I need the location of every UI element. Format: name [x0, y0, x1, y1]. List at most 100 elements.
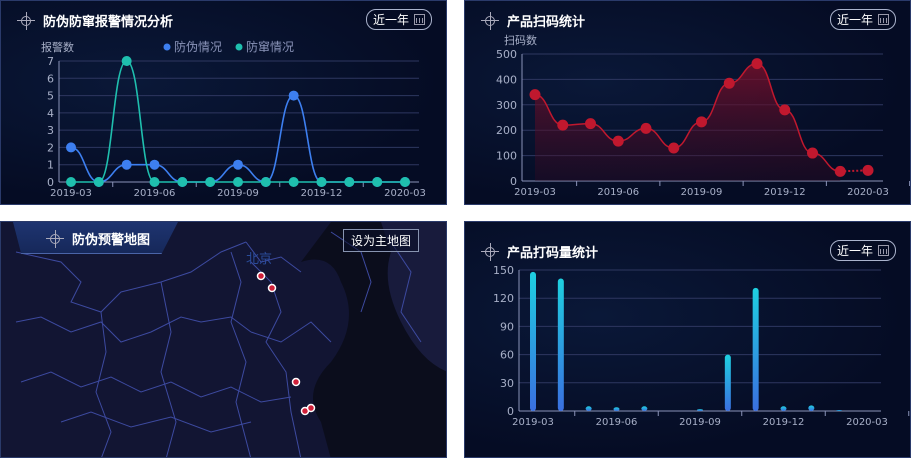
y-tick-label: 1 [47, 159, 54, 172]
data-point [612, 135, 624, 147]
scan-panel: 产品扫码统计 近一年 0 100 200 300 400 500 2019-03 2019-0… [464, 0, 911, 205]
city-label-beijing: 北京 [246, 252, 273, 267]
x-tick-label: 2020-03 [384, 188, 426, 199]
y-tick-label: 300 [496, 99, 517, 112]
data-point [233, 177, 243, 187]
data-point [149, 177, 160, 187]
x-tick-label: 2019-03 [512, 417, 554, 428]
y-tick-label: 30 [500, 377, 514, 390]
legend-marker [163, 43, 171, 51]
data-point [149, 159, 160, 170]
map-title-tab [13, 222, 178, 254]
alarm-marker [256, 271, 266, 281]
data-point [66, 142, 76, 153]
map-panel: 北京 防伪预警地图 设为主地图 [0, 221, 447, 458]
x-tick-label: 2019-09 [681, 187, 723, 198]
data-point [66, 177, 76, 187]
range-select[interactable]: 近一年 [365, 9, 432, 30]
y-tick-label: 6 [47, 72, 54, 85]
title-text: 产品扫码统计 [507, 15, 586, 30]
crosshair-icon [46, 229, 64, 248]
y-tick-label: 0 [47, 176, 54, 189]
data-point [668, 142, 680, 154]
crosshair-icon [481, 11, 499, 30]
data-point [529, 89, 541, 101]
crosshair-icon [481, 242, 499, 261]
y-axis-label: 报警数 [41, 40, 74, 54]
data-point [557, 119, 569, 131]
x-tick-label: 2019-12 [301, 188, 343, 199]
y-tick-label: 150 [493, 264, 514, 277]
data-point [121, 159, 132, 170]
bar [808, 405, 815, 411]
x-tick-label: 2020-03 [846, 417, 888, 428]
data-point [400, 177, 410, 187]
data-point [177, 177, 188, 187]
x-tick-label: 2019-12 [764, 187, 806, 198]
alarm-panel: 防伪防窜报警情况分析 近一年 0 1 2 3 4 5 6 7 2019-03 2019-06 201… [0, 0, 447, 205]
data-point [121, 56, 132, 66]
calendar-icon [878, 14, 889, 25]
data-point [807, 147, 818, 159]
legend-marker [235, 43, 243, 51]
data-point [93, 177, 104, 187]
x-tick-label: 2019-03 [50, 188, 92, 199]
title-text: 防伪预警地图 [72, 233, 151, 248]
data-point [779, 104, 791, 116]
china-map[interactable] [1, 222, 447, 458]
range-select[interactable]: 近一年 [829, 9, 896, 30]
alarm-chart: 0 1 2 3 4 5 6 7 2019-03 2019-06 2019-09 2019-12 2020… [41, 39, 426, 199]
y-tick-label: 4 [47, 107, 54, 120]
data-point [640, 122, 652, 134]
legend-label: 防窜情况 [246, 39, 294, 54]
y-tick-label: 7 [47, 55, 54, 68]
y-tick-label: 100 [496, 150, 517, 163]
y-tick-label: 0 [507, 405, 514, 418]
data-point [205, 177, 216, 187]
x-tick-label: 2019-03 [514, 187, 556, 198]
panel-title: 防伪预警地图 [46, 229, 150, 248]
y-tick-label: 500 [496, 48, 517, 61]
bar [585, 406, 592, 411]
y-tick-label: 3 [47, 124, 54, 137]
title-text: 产品打码量统计 [507, 246, 599, 261]
bar [530, 271, 536, 411]
title-text: 防伪防窜报警情况分析 [43, 15, 174, 30]
y-tick-label: 60 [500, 349, 514, 362]
bar [752, 287, 759, 411]
bar [836, 410, 843, 411]
area-fill [535, 63, 841, 181]
range-label: 近一年 [372, 13, 409, 27]
set-main-map-button[interactable]: 设为主地图 [342, 229, 419, 252]
data-point [344, 177, 355, 187]
alarm-markers [256, 271, 316, 416]
bar [697, 409, 703, 411]
data-point [233, 159, 243, 170]
range-label: 近一年 [836, 13, 873, 27]
crosshair-icon [17, 11, 35, 30]
bar [780, 406, 787, 411]
y-tick-label: 0 [510, 175, 517, 188]
bar [641, 406, 648, 411]
scan-chart: 0 100 200 300 400 500 2019-03 2019-06 2019-09 201… [496, 34, 910, 198]
x-tick-label: 2019-12 [763, 417, 805, 428]
alarm-marker [267, 283, 277, 293]
data-point [372, 177, 383, 187]
panel-title: 产品扫码统计 [481, 11, 585, 30]
x-tick-label: 2019-06 [134, 188, 176, 199]
data-point [288, 177, 299, 187]
bar [557, 278, 564, 411]
data-point [260, 177, 271, 187]
x-tick-label: 2019-06 [597, 187, 639, 198]
legend-label: 防伪情况 [174, 39, 222, 54]
panel-title: 防伪防窜报警情况分析 [17, 11, 173, 30]
y-tick-label: 90 [500, 320, 514, 333]
bar [613, 407, 620, 411]
range-select[interactable]: 近一年 [829, 240, 896, 261]
alarm-marker [306, 403, 316, 413]
x-tick-label: 2020-03 [847, 187, 889, 198]
data-point [316, 177, 327, 187]
y-tick-label: 200 [496, 124, 517, 137]
data-point [723, 77, 735, 89]
range-label: 近一年 [836, 244, 873, 258]
